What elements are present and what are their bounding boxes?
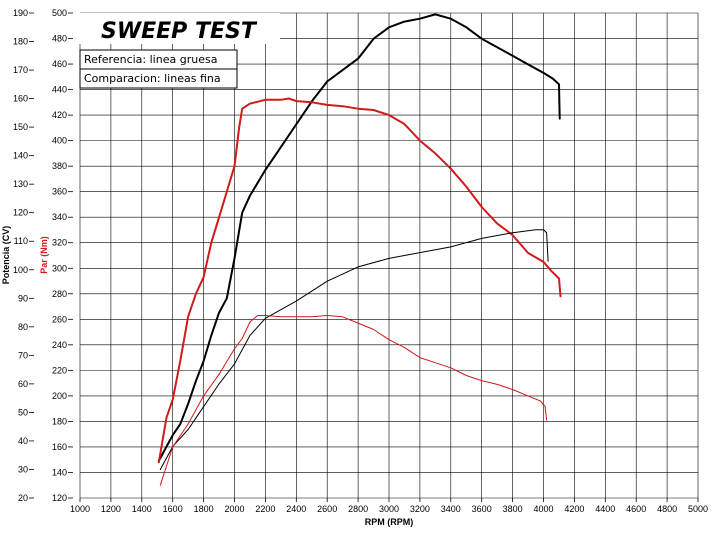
y-right-tick-label: 480 bbox=[52, 34, 67, 44]
y-right-tick-label: 380 bbox=[52, 161, 67, 171]
y-axis-left-title: Potencia (CV) bbox=[1, 226, 11, 285]
series-line-3 bbox=[159, 229, 549, 470]
y-right-tick-label: 180 bbox=[52, 416, 67, 426]
x-tick-label: 1800 bbox=[194, 504, 214, 514]
y-right-tick-label: 500 bbox=[52, 8, 67, 18]
y-left-tick-label: 100 bbox=[13, 265, 28, 275]
x-tick-label: 3400 bbox=[441, 504, 461, 514]
y-right-tick-label: 440 bbox=[52, 85, 67, 95]
y-left-tick-label: 30 bbox=[18, 464, 28, 474]
y-right-tick-label: 220 bbox=[52, 365, 67, 375]
x-tick-label: 1400 bbox=[132, 504, 152, 514]
x-tick-label: 5000 bbox=[688, 504, 708, 514]
x-axis-title: RPM (RPM) bbox=[365, 517, 414, 527]
y-left-tick-label: 190 bbox=[13, 8, 28, 18]
y-left-tick-label: 80 bbox=[18, 322, 28, 332]
y-left-tick-label: 140 bbox=[13, 151, 28, 161]
x-tick-label: 4400 bbox=[595, 504, 615, 514]
y-right-tick-label: 400 bbox=[52, 136, 67, 146]
y-right-tick-label: 420 bbox=[52, 110, 67, 120]
y-left-tick-label: 160 bbox=[13, 94, 28, 104]
x-tick-label: 1200 bbox=[101, 504, 121, 514]
x-tick-label: 1600 bbox=[163, 504, 183, 514]
y-right-tick-label: 360 bbox=[52, 187, 67, 197]
y-right-tick-label: 160 bbox=[52, 442, 67, 452]
y-left-tick-label: 90 bbox=[18, 293, 28, 303]
y-left-tick-label: 130 bbox=[13, 179, 28, 189]
x-tick-label: 3600 bbox=[472, 504, 492, 514]
data-series bbox=[157, 13, 562, 486]
y-right-tick-label: 240 bbox=[52, 340, 67, 350]
y-left-tick-label: 50 bbox=[18, 407, 28, 417]
y-left-tick-label: 110 bbox=[14, 236, 28, 246]
x-tick-label: 2000 bbox=[224, 504, 244, 514]
y-right-tick-label: 460 bbox=[52, 59, 67, 69]
legend-reference: Referencia: linea gruesa bbox=[84, 53, 217, 66]
y-left-tick-label: 120 bbox=[13, 208, 28, 218]
x-tick-label: 3800 bbox=[503, 504, 523, 514]
x-tick-label: 2800 bbox=[348, 504, 368, 514]
title-box bbox=[79, 13, 280, 44]
y-left-tick-label: 40 bbox=[18, 436, 28, 446]
series-line-2 bbox=[157, 97, 562, 464]
x-tick-label: 4600 bbox=[626, 504, 646, 514]
y-left-tick-label: 70 bbox=[18, 350, 28, 360]
y-left-tick-label: 150 bbox=[13, 122, 28, 132]
x-tick-label: 3000 bbox=[379, 504, 399, 514]
y-left-tick-label: 170 bbox=[13, 65, 28, 75]
y-right-tick-label: 200 bbox=[52, 391, 67, 401]
y-right-tick-label: 320 bbox=[52, 238, 67, 248]
y-left-tick-label: 20 bbox=[18, 493, 28, 503]
x-tick-label: 1000 bbox=[70, 504, 90, 514]
y-axis-left-ticks: 20 30 40 50 60 70 80 90 100 110 120 130 140 150 160 170… bbox=[13, 8, 34, 503]
y-right-tick-label: 120 bbox=[52, 493, 67, 503]
y-left-tick-label: 60 bbox=[18, 379, 28, 389]
y-right-tick-label: 340 bbox=[52, 212, 67, 222]
x-tick-label: 4800 bbox=[657, 504, 677, 514]
y-right-tick-label: 300 bbox=[52, 263, 67, 273]
x-axis-ticks: 1000 1200 1400 1600 1800 2000 2200 2400 2600 2800… bbox=[70, 498, 708, 514]
y-axis-right-ticks: 120 140 160 180 200 220 240 260 280 300 320 340 360 3… bbox=[52, 8, 73, 503]
x-tick-label: 2200 bbox=[255, 504, 275, 514]
grid-lines bbox=[79, 12, 699, 499]
series-line-1 bbox=[157, 13, 561, 462]
y-right-tick-label: 280 bbox=[52, 289, 67, 299]
series-line-4 bbox=[159, 315, 548, 486]
x-tick-label: 2600 bbox=[317, 504, 337, 514]
x-tick-label: 2400 bbox=[286, 504, 306, 514]
y-right-tick-label: 260 bbox=[52, 314, 67, 324]
x-tick-label: 4200 bbox=[564, 504, 584, 514]
chart-title: SWEEP TEST bbox=[101, 19, 258, 44]
y-right-tick-label: 140 bbox=[52, 467, 67, 477]
y-axis-right-title: Par (Nm) bbox=[39, 236, 49, 274]
x-tick-label: 4000 bbox=[533, 504, 553, 514]
x-tick-label: 3200 bbox=[410, 504, 430, 514]
y-left-tick-label: 180 bbox=[13, 37, 28, 47]
legend-comparison: Comparacion: lineas fina bbox=[84, 72, 221, 85]
